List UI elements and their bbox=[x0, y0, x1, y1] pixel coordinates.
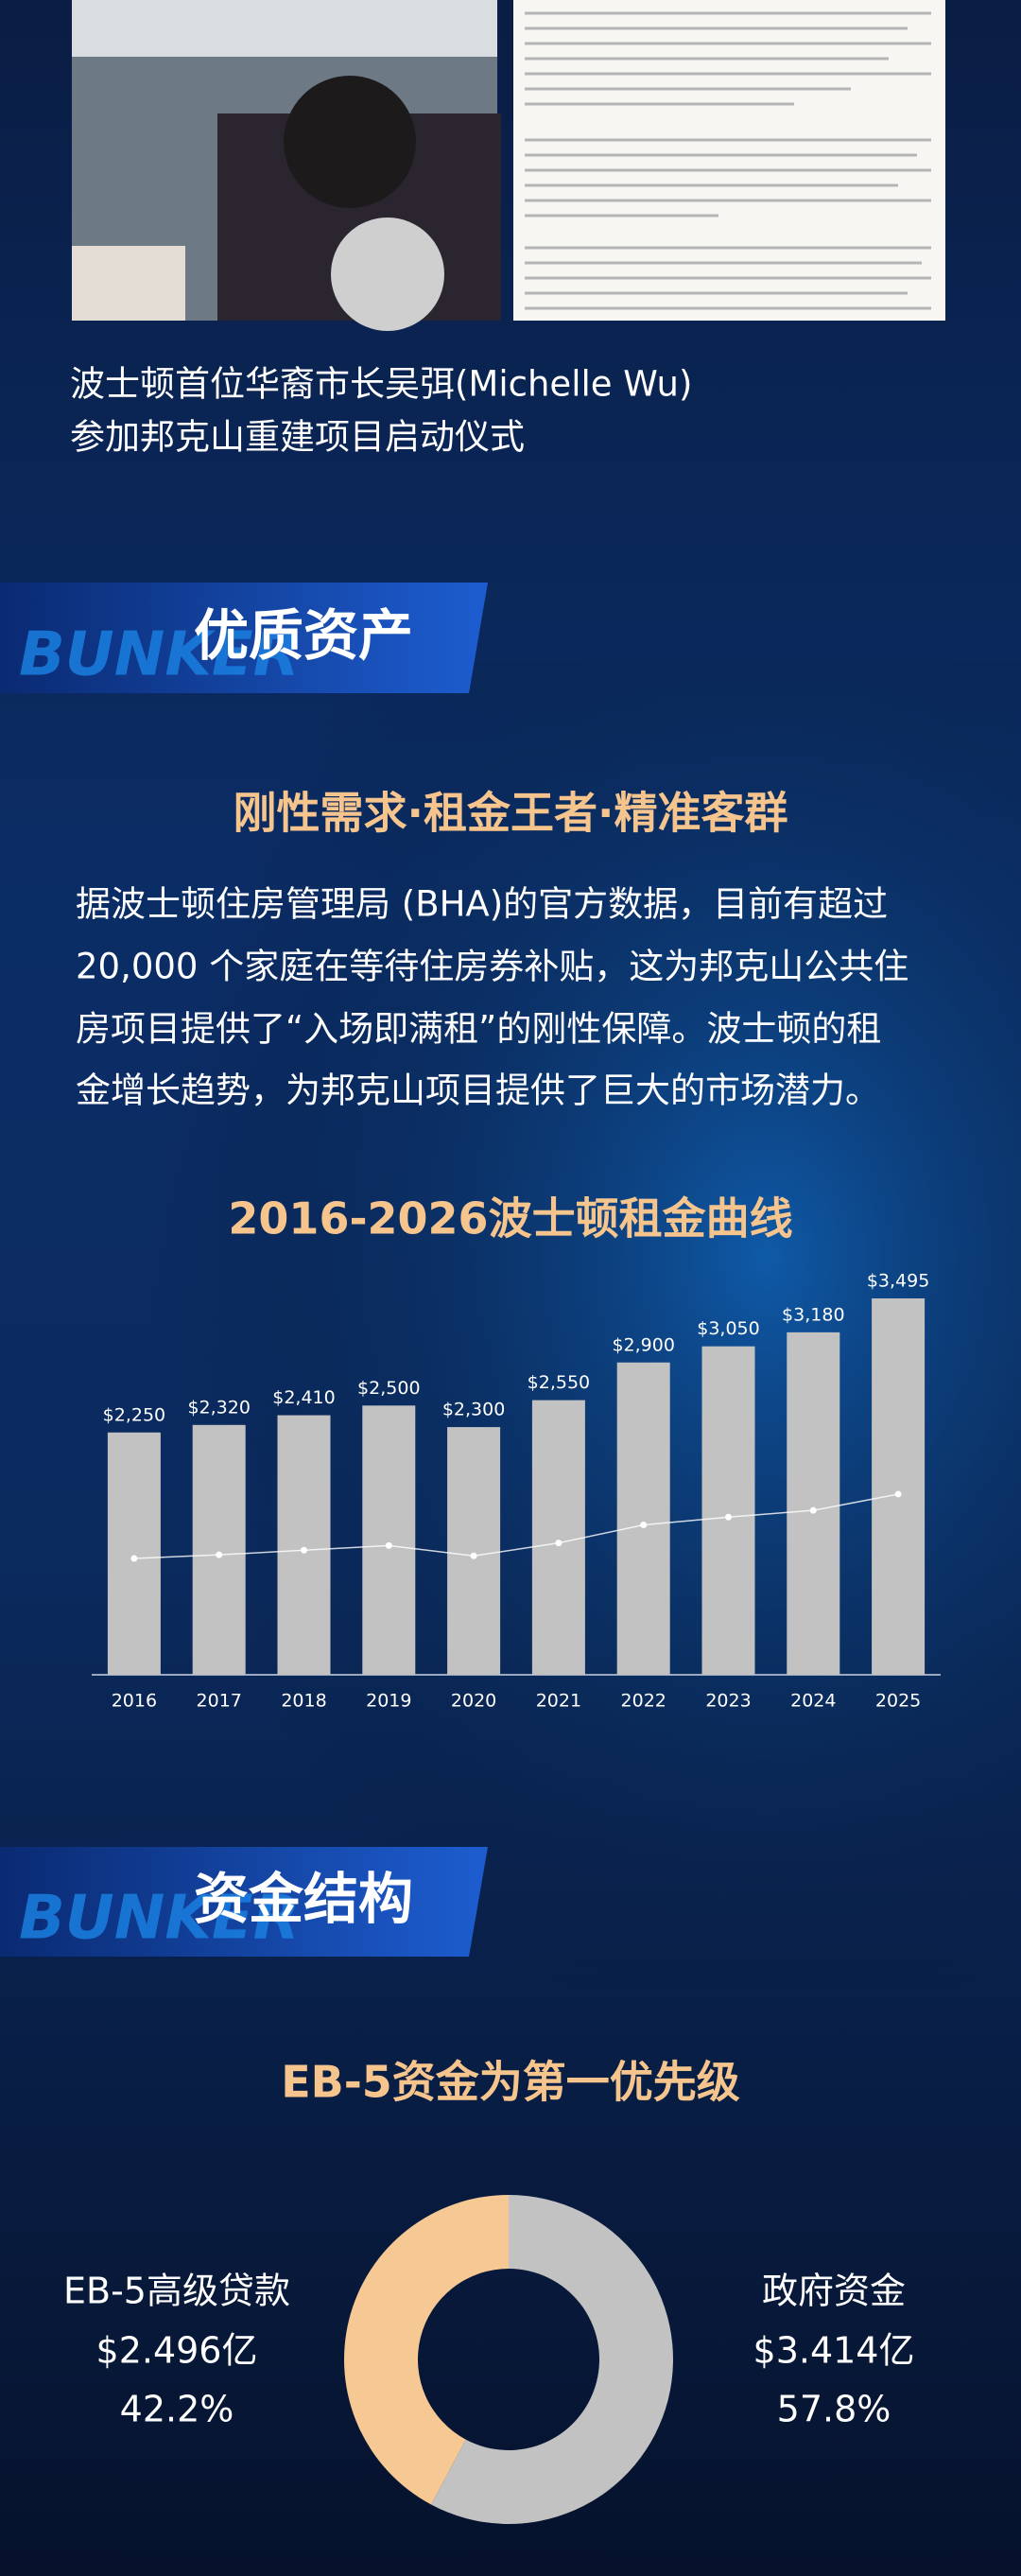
bar bbox=[787, 1332, 840, 1675]
x-tick-label: 2024 bbox=[790, 1691, 836, 1712]
bar bbox=[872, 1298, 926, 1675]
trend-point bbox=[555, 1540, 562, 1547]
banner-watermark: BUNKER bbox=[19, 1884, 300, 1954]
x-tick-label: 2020 bbox=[451, 1691, 496, 1712]
paragraph-line: 20,000 个家庭在等待住房券补贴，这为邦克山公共住 bbox=[76, 947, 909, 987]
bar bbox=[362, 1405, 416, 1675]
trend-point bbox=[725, 1513, 732, 1521]
data-label: $2,250 bbox=[103, 1404, 165, 1425]
data-label: $3,050 bbox=[697, 1318, 759, 1339]
trend-point bbox=[809, 1506, 817, 1514]
trend-point bbox=[640, 1521, 648, 1528]
trend-point bbox=[470, 1552, 477, 1559]
data-label: $2,320 bbox=[187, 1397, 250, 1418]
x-tick-label: 2019 bbox=[366, 1691, 411, 1712]
trend-point bbox=[216, 1551, 223, 1558]
photo-caption: 波士顿首位华裔市长吴弭(Michelle Wu) bbox=[70, 364, 692, 405]
x-tick-label: 2021 bbox=[536, 1691, 581, 1712]
data-label: $3,180 bbox=[782, 1304, 844, 1325]
data-label: 42.2% bbox=[120, 2389, 234, 2430]
chart-title: EB-5资金为第一优先级 bbox=[281, 2057, 740, 2108]
bar bbox=[616, 1362, 670, 1675]
x-tick-label: 2016 bbox=[112, 1691, 157, 1712]
photo bbox=[72, 0, 945, 331]
trend-point bbox=[385, 1541, 392, 1549]
chart-title: 2016-2026波士顿租金曲线 bbox=[228, 1193, 792, 1244]
pie-slice bbox=[344, 2195, 509, 2505]
bar bbox=[277, 1415, 331, 1675]
trend-point bbox=[301, 1546, 307, 1554]
bar bbox=[447, 1427, 501, 1675]
section-subtitle: 刚性需求·租金王者·精准客群 bbox=[234, 788, 788, 839]
amount-label: $2.496亿 bbox=[96, 2330, 258, 2372]
banner-watermark: BUNKER bbox=[19, 620, 300, 690]
bar bbox=[107, 1432, 161, 1675]
paragraph-line: 据波士顿住房管理局 (BHA)的官方数据，目前有超过 bbox=[76, 884, 888, 925]
data-label: 57.8% bbox=[777, 2389, 891, 2430]
bar bbox=[192, 1424, 246, 1675]
data-label: $2,550 bbox=[528, 1372, 590, 1393]
section-title: 资金结构 bbox=[194, 1867, 413, 1931]
bar bbox=[531, 1400, 585, 1675]
data-label: $2,900 bbox=[612, 1334, 674, 1355]
bar bbox=[701, 1346, 755, 1675]
x-tick-label: 2018 bbox=[281, 1691, 326, 1712]
pie-slice bbox=[431, 2195, 674, 2525]
x-tick-label: 2023 bbox=[705, 1691, 751, 1712]
x-tick-label: 2025 bbox=[875, 1691, 921, 1712]
photo-caption: 参加邦克山重建项目启动仪式 bbox=[70, 417, 525, 458]
background-glow bbox=[0, 662, 1021, 1986]
trend-point bbox=[130, 1555, 138, 1562]
data-label: $2,410 bbox=[272, 1387, 335, 1408]
section-banner: BUNKER 优质资产 bbox=[0, 583, 488, 693]
section-banner: BUNKER 资金结构 bbox=[0, 1847, 488, 1957]
x-tick-label: 2017 bbox=[197, 1691, 242, 1712]
data-label: $3,495 bbox=[867, 1271, 929, 1292]
legend-label: EB-5高级贷款 bbox=[63, 2271, 290, 2312]
legend-label: 政府资金 bbox=[762, 2271, 906, 2312]
paragraph-line: 房项目提供了“入场即满租”的刚性保障。波士顿的租 bbox=[76, 1009, 881, 1050]
x-tick-label: 2022 bbox=[621, 1691, 666, 1712]
data-label: $2,500 bbox=[357, 1378, 420, 1399]
amount-label: $3.414亿 bbox=[753, 2330, 915, 2372]
section-title: 优质资产 bbox=[194, 603, 413, 668]
paragraph-line: 金增长趋势，为邦克山项目提供了巨大的市场潜力。 bbox=[76, 1070, 880, 1111]
trend-line bbox=[133, 1493, 899, 1559]
data-label: $2,300 bbox=[442, 1400, 505, 1420]
trend-point bbox=[894, 1490, 902, 1498]
